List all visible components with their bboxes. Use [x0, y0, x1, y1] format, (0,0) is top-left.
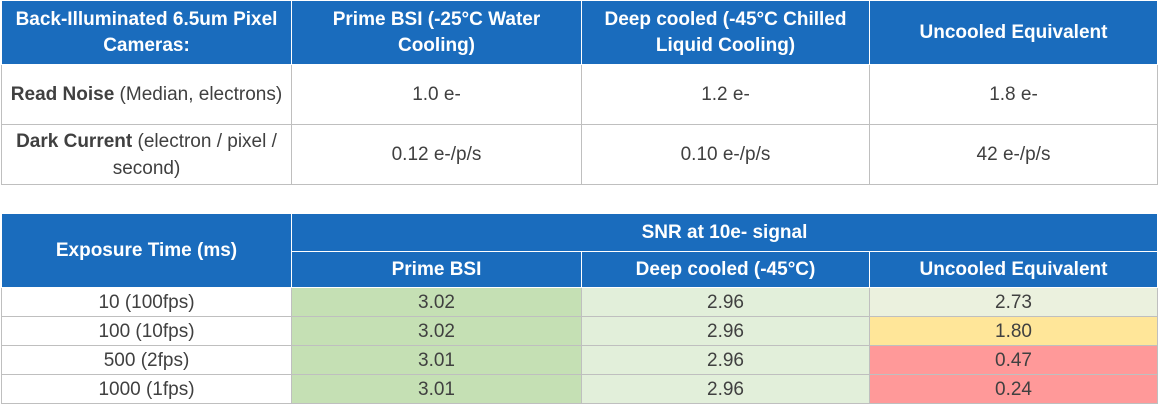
- snr-cell: 2.73: [869, 287, 1158, 317]
- spec-cell: 42 e-/p/s: [869, 124, 1158, 185]
- snr-cell: 2.96: [581, 345, 870, 375]
- snr-cell: 2.96: [581, 316, 870, 346]
- snr-cell: 2.96: [581, 287, 870, 317]
- spec-cell: 1.0 e-: [291, 64, 582, 125]
- spec-header-prime-bsi: Prime BSI (-25°C Water Cooling): [291, 0, 582, 65]
- spec-cell: 1.2 e-: [581, 64, 870, 125]
- snr-header-row: Exposure Time (ms) SNR at 10e- signal: [1, 213, 1158, 288]
- spec-cell: 1.8 e-: [869, 64, 1158, 125]
- spec-header-cameras: Back-Illuminated 6.5um Pixel Cameras:: [1, 0, 292, 65]
- snr-header-group: SNR at 10e- signal: [291, 213, 1158, 252]
- spec-row-label-rest: (Median, electrons): [114, 84, 283, 105]
- spec-header-uncooled: Uncooled Equivalent: [869, 0, 1158, 65]
- spec-row-label: Read Noise (Median, electrons): [1, 64, 292, 125]
- snr-row-label: 1000 (1fps): [1, 374, 292, 404]
- spec-row-read-noise: Read Noise (Median, electrons) 1.0 e- 1.…: [1, 64, 1158, 125]
- snr-cell: 3.01: [291, 374, 582, 404]
- snr-header-uncooled: Uncooled Equivalent: [869, 251, 1158, 288]
- snr-row: 100 (10fps) 3.02 2.96 1.80: [1, 316, 1158, 346]
- spec-row-label: Dark Current (electron / pixel / second): [1, 124, 292, 185]
- snr-header-prime-bsi: Prime BSI: [291, 251, 582, 288]
- snr-row: 10 (100fps) 3.02 2.96 2.73: [1, 287, 1158, 317]
- snr-row: 500 (2fps) 3.01 2.96 0.47: [1, 345, 1158, 375]
- snr-row-label: 100 (10fps): [1, 316, 292, 346]
- snr-row-label: 10 (100fps): [1, 287, 292, 317]
- spec-cell: 0.12 e-/p/s: [291, 124, 582, 185]
- snr-row: 1000 (1fps) 3.01 2.96 0.24: [1, 374, 1158, 404]
- snr-cell: 0.24: [869, 374, 1158, 404]
- snr-table: Exposure Time (ms) SNR at 10e- signal Pr…: [1, 213, 1158, 404]
- snr-cell: 2.96: [581, 374, 870, 404]
- snr-row-label: 500 (2fps): [1, 345, 292, 375]
- spec-row-label-rest: (electron / pixel / second): [112, 130, 277, 179]
- snr-header-deep-cooled: Deep cooled (-45°C): [581, 251, 870, 288]
- spec-row-label-bold: Dark Current: [16, 130, 133, 152]
- spec-cell: 0.10 e-/p/s: [581, 124, 870, 185]
- spec-header-deep-cooled: Deep cooled (-45°C Chilled Liquid Coolin…: [581, 0, 870, 65]
- snr-cell: 0.47: [869, 345, 1158, 375]
- snr-header-exposure: Exposure Time (ms): [1, 213, 292, 288]
- snr-cell: 3.01: [291, 345, 582, 375]
- camera-spec-table: Back-Illuminated 6.5um Pixel Cameras: Pr…: [1, 0, 1158, 185]
- snr-cell: 1.80: [869, 316, 1158, 346]
- spec-row-dark-current: Dark Current (electron / pixel / second)…: [1, 124, 1158, 185]
- spec-header-row: Back-Illuminated 6.5um Pixel Cameras: Pr…: [1, 0, 1158, 65]
- snr-cell: 3.02: [291, 287, 582, 317]
- snr-cell: 3.02: [291, 316, 582, 346]
- spec-row-label-bold: Read Noise: [10, 84, 115, 105]
- snr-subheader-row: Prime BSI Deep cooled (-45°C) Uncooled E…: [2, 251, 1158, 288]
